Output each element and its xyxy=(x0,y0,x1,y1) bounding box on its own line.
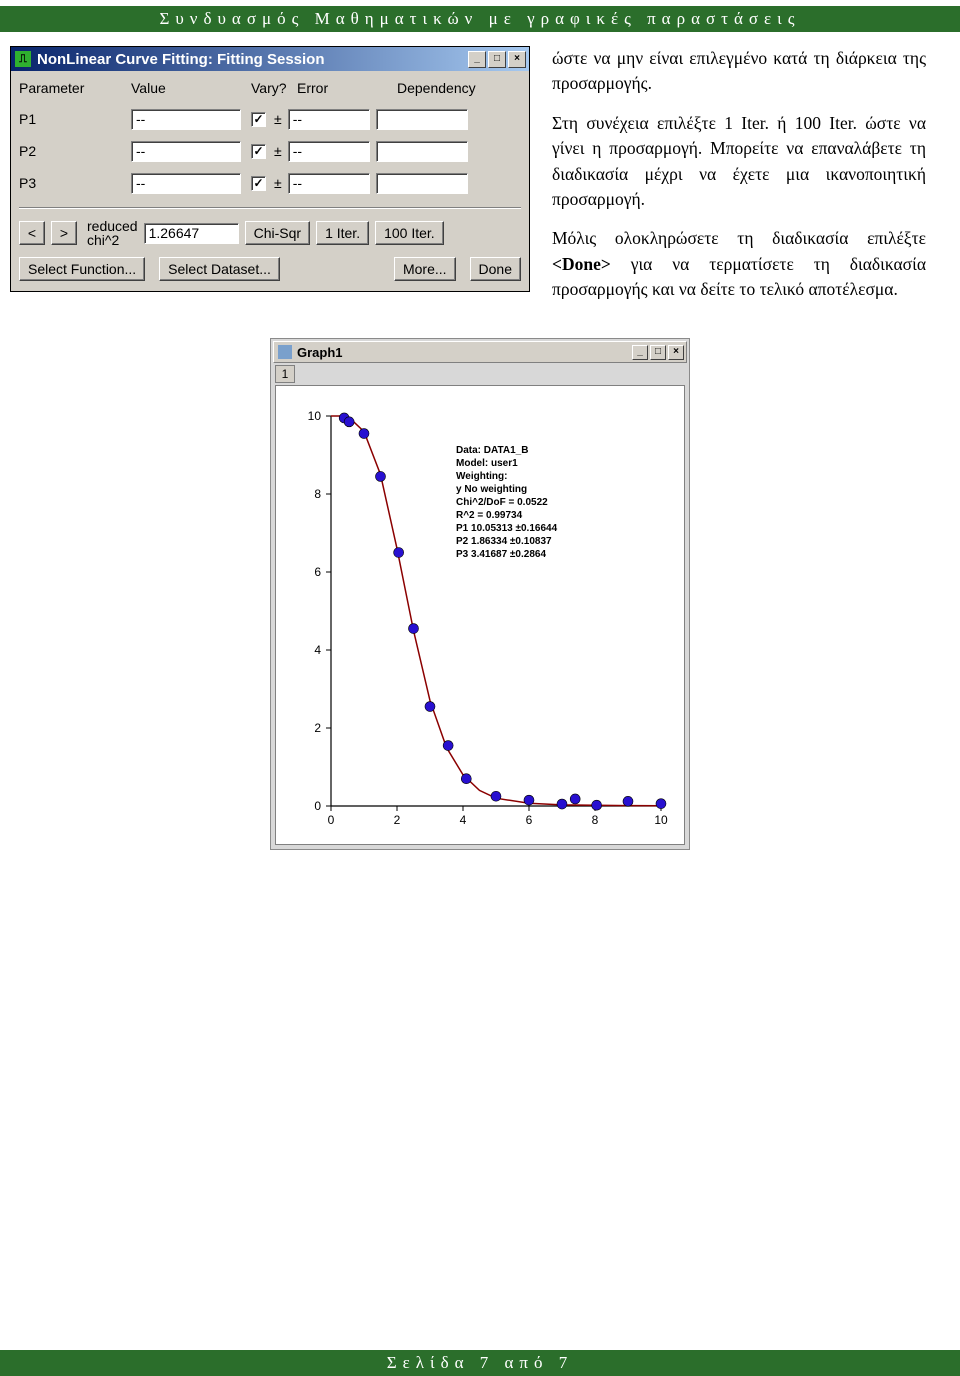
text-span: Μόλις ολοκληρώσετε τη διαδικασία επιλέξτ… xyxy=(552,228,926,248)
error-field[interactable]: -- xyxy=(288,173,370,194)
done-tag-bold: <Done> xyxy=(552,254,611,274)
dependency-field[interactable] xyxy=(376,173,468,194)
bottom-button-row: Select Function... Select Dataset... Mor… xyxy=(19,257,521,281)
graph-maximize-button[interactable]: □ xyxy=(650,345,666,360)
hdr-vary: Vary? xyxy=(251,80,297,96)
content-row: ⎍ NonLinear Curve Fitting: Fitting Sessi… xyxy=(0,32,960,320)
fit-line: Chi^2/DoF = 0.0522 xyxy=(456,496,557,509)
fit-line: Data: DATA1_B xyxy=(456,444,557,457)
vary-checkbox[interactable]: ✓ xyxy=(251,176,266,191)
param-row: P1 -- ✓ ± -- xyxy=(19,103,521,135)
graph-title-text: Graph1 xyxy=(297,345,343,360)
fit-line: R^2 = 0.99734 xyxy=(456,509,557,522)
page-footer-banner: Σελίδα 7 από 7 xyxy=(0,1350,960,1376)
paragraph: ώστε να μην είναι επιλεγμένο κατά τη διά… xyxy=(552,46,926,97)
next-button[interactable]: > xyxy=(51,221,77,245)
plus-minus-label: ± xyxy=(274,143,282,159)
one-iter-button[interactable]: 1 Iter. xyxy=(316,221,369,245)
prev-button[interactable]: < xyxy=(19,221,45,245)
dialog-titlebar[interactable]: ⎍ NonLinear Curve Fitting: Fitting Sessi… xyxy=(11,47,529,71)
svg-text:8: 8 xyxy=(314,487,321,501)
chi-label: reduced chi^2 xyxy=(87,219,138,247)
vary-checkbox[interactable]: ✓ xyxy=(251,112,266,127)
fit-line: P2 1.86334 ±0.10837 xyxy=(456,535,557,548)
graph-minimize-button[interactable]: _ xyxy=(632,345,648,360)
plus-minus-label: ± xyxy=(274,175,282,191)
chi-sqr-button[interactable]: Chi-Sqr xyxy=(245,221,310,245)
select-function-button[interactable]: Select Function... xyxy=(19,257,145,281)
page-header-banner: Συνδυασμός Μαθηματικών με γραφικές παρασ… xyxy=(0,6,960,32)
fit-line: P1 10.05313 ±0.16644 xyxy=(456,522,557,535)
minimize-button[interactable]: _ xyxy=(468,51,486,68)
svg-text:10: 10 xyxy=(654,813,668,827)
error-field[interactable]: -- xyxy=(288,141,370,162)
graph-icon xyxy=(278,345,292,359)
svg-text:2: 2 xyxy=(314,721,321,735)
value-input[interactable]: -- xyxy=(131,173,241,194)
svg-text:6: 6 xyxy=(314,565,321,579)
hdr-value: Value xyxy=(131,80,251,96)
app-icon: ⎍ xyxy=(15,51,31,67)
error-field[interactable]: -- xyxy=(288,109,370,130)
layer-tab[interactable]: 1 xyxy=(275,365,295,383)
plus-minus-label: ± xyxy=(274,111,282,127)
hundred-iter-button[interactable]: 100 Iter. xyxy=(375,221,444,245)
svg-text:8: 8 xyxy=(592,813,599,827)
fit-line: P3 3.41687 ±0.2864 xyxy=(456,548,557,561)
param-row: P2 -- ✓ ± -- xyxy=(19,135,521,167)
chi-label-2: chi^2 xyxy=(87,232,119,248)
graph-titlebar[interactable]: Graph1 _ □ × xyxy=(273,341,687,363)
fit-line: Model: user1 xyxy=(456,457,557,470)
hdr-dependency: Dependency xyxy=(397,80,497,96)
param-name: P3 xyxy=(19,175,131,191)
svg-text:2: 2 xyxy=(394,813,401,827)
hdr-error: Error xyxy=(297,80,397,96)
vary-checkbox[interactable]: ✓ xyxy=(251,144,266,159)
value-input[interactable]: -- xyxy=(131,109,241,130)
graph-close-button[interactable]: × xyxy=(668,345,684,360)
more-button[interactable]: More... xyxy=(394,257,456,281)
dialog-title-text: NonLinear Curve Fitting: Fitting Session xyxy=(37,51,468,68)
instruction-text: ώστε να μην είναι επιλεγμένο κατά τη διά… xyxy=(546,46,926,316)
svg-text:0: 0 xyxy=(314,799,321,813)
graph-window: Graph1 _ □ × 1 0 2 4 6 8 10 0 2 4 6 8 10 Data: DATA… xyxy=(270,338,690,850)
maximize-button[interactable]: □ xyxy=(488,51,506,68)
dialog-divider xyxy=(19,207,521,209)
svg-text:6: 6 xyxy=(526,813,533,827)
select-dataset-button[interactable]: Select Dataset... xyxy=(159,257,280,281)
param-row: P3 -- ✓ ± -- xyxy=(19,167,521,199)
done-button[interactable]: Done xyxy=(470,257,521,281)
svg-text:4: 4 xyxy=(460,813,467,827)
plot-panel: 0 2 4 6 8 10 0 2 4 6 8 10 Data: DATA1_B Model: user… xyxy=(275,385,685,845)
svg-text:10: 10 xyxy=(308,409,322,423)
iteration-row: < > reduced chi^2 1.26647 Chi-Sqr 1 Iter… xyxy=(19,219,521,247)
value-input[interactable]: -- xyxy=(131,141,241,162)
param-name: P2 xyxy=(19,143,131,159)
fit-line: Weighting: xyxy=(456,470,557,483)
dependency-field[interactable] xyxy=(376,109,468,130)
paragraph: Στη συνέχεια επιλέξτε 1 Iter. ή 100 Iter… xyxy=(552,111,926,213)
svg-text:4: 4 xyxy=(314,643,321,657)
paragraph: Μόλις ολοκληρώσετε τη διαδικασία επιλέξτ… xyxy=(552,226,926,302)
fit-results-box: Data: DATA1_B Model: user1 Weighting: y … xyxy=(456,444,557,561)
svg-text:0: 0 xyxy=(328,813,335,827)
dependency-field[interactable] xyxy=(376,141,468,162)
chi-value-field[interactable]: 1.26647 xyxy=(144,223,239,244)
close-button[interactable]: × xyxy=(508,51,526,68)
fitting-dialog: ⎍ NonLinear Curve Fitting: Fitting Sessi… xyxy=(10,46,530,316)
param-name: P1 xyxy=(19,111,131,127)
param-header-row: Parameter Value Vary? Error Dependency xyxy=(19,77,521,99)
fit-line: y No weighting xyxy=(456,483,557,496)
hdr-parameter: Parameter xyxy=(19,80,131,96)
